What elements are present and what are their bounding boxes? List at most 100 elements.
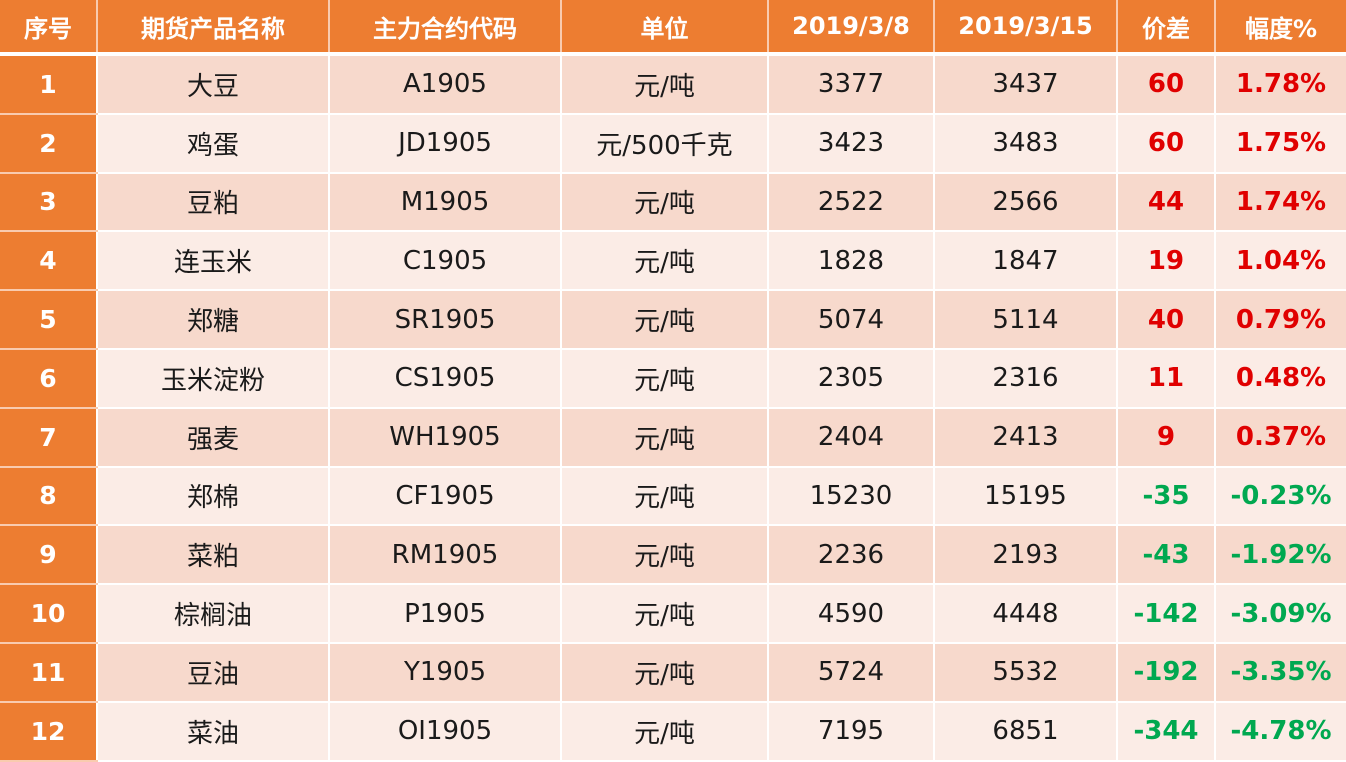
price-date-2-cell: 3483 [934,113,1118,174]
contract-code-cell: A1905 [329,54,562,115]
row-index-cell: 10 [0,584,98,644]
price-diff-cell: 9 [1117,407,1216,468]
product-name-cell: 大豆 [97,54,330,115]
price-date-2-cell: 2413 [934,407,1118,468]
contract-code-cell: JD1905 [329,113,562,174]
row-index-cell: 9 [0,525,98,586]
change-pct-cell: -3.09% [1215,584,1346,644]
price-date-2-cell: 5532 [934,642,1118,703]
row-index-cell: 5 [0,290,98,350]
unit-cell: 元/吨 [561,466,769,527]
product-name-cell: 棕榈油 [97,584,330,644]
price-diff-cell: 60 [1117,54,1216,115]
unit-cell: 元/吨 [561,54,769,115]
price-date-1-cell: 2522 [768,172,935,233]
change-pct-cell: 1.74% [1215,172,1346,233]
unit-cell: 元/吨 [561,701,769,762]
header-date-2: 2019/3/15 [934,0,1118,56]
table-row: 1 大豆 A1905 元/吨 3377 3437 60 1.78% [0,54,1346,115]
price-date-1-cell: 5724 [768,642,935,703]
product-name-cell: 强麦 [97,407,330,468]
change-pct-cell: -0.23% [1215,466,1346,527]
price-date-1-cell: 2236 [768,525,935,586]
change-pct-cell: 0.48% [1215,348,1346,409]
price-date-2-cell: 3437 [934,54,1118,115]
table-body: 1 大豆 A1905 元/吨 3377 3437 60 1.78% 2 鸡蛋 JD1905 元/500… [0,54,1346,762]
price-date-1-cell: 3377 [768,54,935,115]
price-date-2-cell: 6851 [934,701,1118,762]
contract-code-cell: SR1905 [329,290,562,350]
change-pct-cell: -1.92% [1215,525,1346,586]
table-row: 5 郑糖 SR1905 元/吨 5074 5114 40 0.79% [0,290,1346,350]
product-name-cell: 豆粕 [97,172,330,233]
table-row: 3 豆粕 M1905 元/吨 2522 2566 44 1.74% [0,172,1346,233]
row-index-cell: 11 [0,642,98,703]
row-index-cell: 12 [0,701,98,762]
table-row: 6 玉米淀粉 CS1905 元/吨 2305 2316 11 0.48% [0,348,1346,409]
change-pct-cell: 0.37% [1215,407,1346,468]
price-diff-cell: 60 [1117,113,1216,174]
price-date-2-cell: 15195 [934,466,1118,527]
header-row: 序号 期货产品名称 主力合约代码 单位 2019/3/8 2019/3/15 价… [0,0,1346,56]
row-index-cell: 7 [0,407,98,468]
price-date-1-cell: 2404 [768,407,935,468]
price-diff-cell: -142 [1117,584,1216,644]
price-date-1-cell: 4590 [768,584,935,644]
unit-cell: 元/吨 [561,290,769,350]
price-date-1-cell: 3423 [768,113,935,174]
product-name-cell: 菜粕 [97,525,330,586]
change-pct-cell: 1.04% [1215,231,1346,292]
price-date-1-cell: 1828 [768,231,935,292]
contract-code-cell: C1905 [329,231,562,292]
change-pct-cell: 1.75% [1215,113,1346,174]
price-date-2-cell: 1847 [934,231,1118,292]
table-row: 11 豆油 Y1905 元/吨 5724 5532 -192 -3.35% [0,642,1346,703]
header-index: 序号 [0,0,98,56]
change-pct-cell: 0.79% [1215,290,1346,350]
header-unit: 单位 [561,0,769,56]
row-index-cell: 4 [0,231,98,292]
unit-cell: 元/吨 [561,348,769,409]
unit-cell: 元/吨 [561,231,769,292]
table-row: 10 棕榈油 P1905 元/吨 4590 4448 -142 -3.09% [0,584,1346,644]
change-pct-cell: -4.78% [1215,701,1346,762]
contract-code-cell: OI1905 [329,701,562,762]
contract-code-cell: P1905 [329,584,562,644]
contract-code-cell: Y1905 [329,642,562,703]
header-date-1: 2019/3/8 [768,0,935,56]
product-name-cell: 郑棉 [97,466,330,527]
table-row: 2 鸡蛋 JD1905 元/500千克 3423 3483 60 1.75% [0,113,1346,174]
price-date-1-cell: 15230 [768,466,935,527]
row-index-cell: 3 [0,172,98,233]
price-diff-cell: -344 [1117,701,1216,762]
product-name-cell: 鸡蛋 [97,113,330,174]
unit-cell: 元/吨 [561,642,769,703]
price-date-2-cell: 2316 [934,348,1118,409]
header-product-name: 期货产品名称 [97,0,330,56]
price-date-2-cell: 2566 [934,172,1118,233]
product-name-cell: 郑糖 [97,290,330,350]
contract-code-cell: M1905 [329,172,562,233]
row-index-cell: 1 [0,54,98,115]
unit-cell: 元/吨 [561,407,769,468]
unit-cell: 元/吨 [561,525,769,586]
change-pct-cell: 1.78% [1215,54,1346,115]
row-index-cell: 2 [0,113,98,174]
product-name-cell: 菜油 [97,701,330,762]
contract-code-cell: WH1905 [329,407,562,468]
price-diff-cell: 11 [1117,348,1216,409]
unit-cell: 元/吨 [561,172,769,233]
product-name-cell: 玉米淀粉 [97,348,330,409]
price-date-2-cell: 4448 [934,584,1118,644]
header-change-pct: 幅度% [1215,0,1346,56]
price-date-1-cell: 5074 [768,290,935,350]
price-diff-cell: 19 [1117,231,1216,292]
table-row: 9 菜粕 RM1905 元/吨 2236 2193 -43 -1.92% [0,525,1346,586]
contract-code-cell: CS1905 [329,348,562,409]
unit-cell: 元/吨 [561,584,769,644]
price-diff-cell: 44 [1117,172,1216,233]
price-date-1-cell: 2305 [768,348,935,409]
row-index-cell: 6 [0,348,98,409]
unit-cell: 元/500千克 [561,113,769,174]
